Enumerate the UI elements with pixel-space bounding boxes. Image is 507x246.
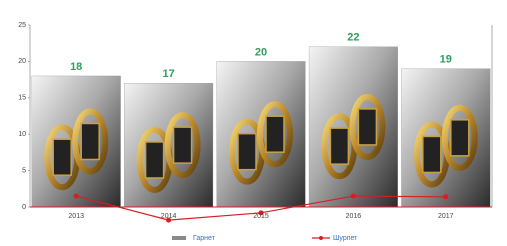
data-label: 22 [347, 32, 359, 44]
ring-face [451, 120, 469, 156]
data-label: 20 [255, 46, 267, 58]
ring-face [330, 128, 348, 164]
ring-face [146, 142, 164, 178]
y-tick-label: 15 [18, 95, 26, 102]
data-label: 17 [162, 68, 174, 80]
x-tick-label: 2015 [253, 213, 269, 220]
legend-swatch [172, 236, 186, 240]
ring-face [423, 136, 441, 172]
marker [351, 194, 356, 199]
x-tick-label: 2016 [346, 213, 362, 220]
y-tick-label: 0 [22, 204, 26, 211]
data-label: 19 [440, 54, 452, 66]
ring-face [174, 127, 192, 163]
legend-label: Шурпет [333, 235, 358, 242]
ring-face [238, 134, 256, 170]
y-tick-label: 20 [18, 58, 26, 65]
y-tick-label: 5 [22, 167, 26, 174]
marker [443, 194, 448, 199]
data-label: 18 [70, 61, 82, 73]
y-tick-label: 10 [18, 131, 26, 138]
x-tick-label: 2014 [161, 213, 177, 220]
ring-face [266, 116, 284, 152]
ring-face [358, 109, 376, 145]
legend-marker [319, 236, 323, 240]
ring-face [53, 139, 71, 175]
chart: 0 5 10 15 20 25 18 17 20 22 19 2013 2014 2015 2016 2017… [0, 0, 507, 246]
ring-face [81, 123, 99, 159]
x-tick-label: 2017 [438, 213, 454, 220]
marker [74, 194, 79, 199]
x-tick-label: 2013 [68, 213, 84, 220]
y-tick-label: 25 [18, 22, 26, 29]
legend-label: Гарнет [193, 235, 216, 242]
